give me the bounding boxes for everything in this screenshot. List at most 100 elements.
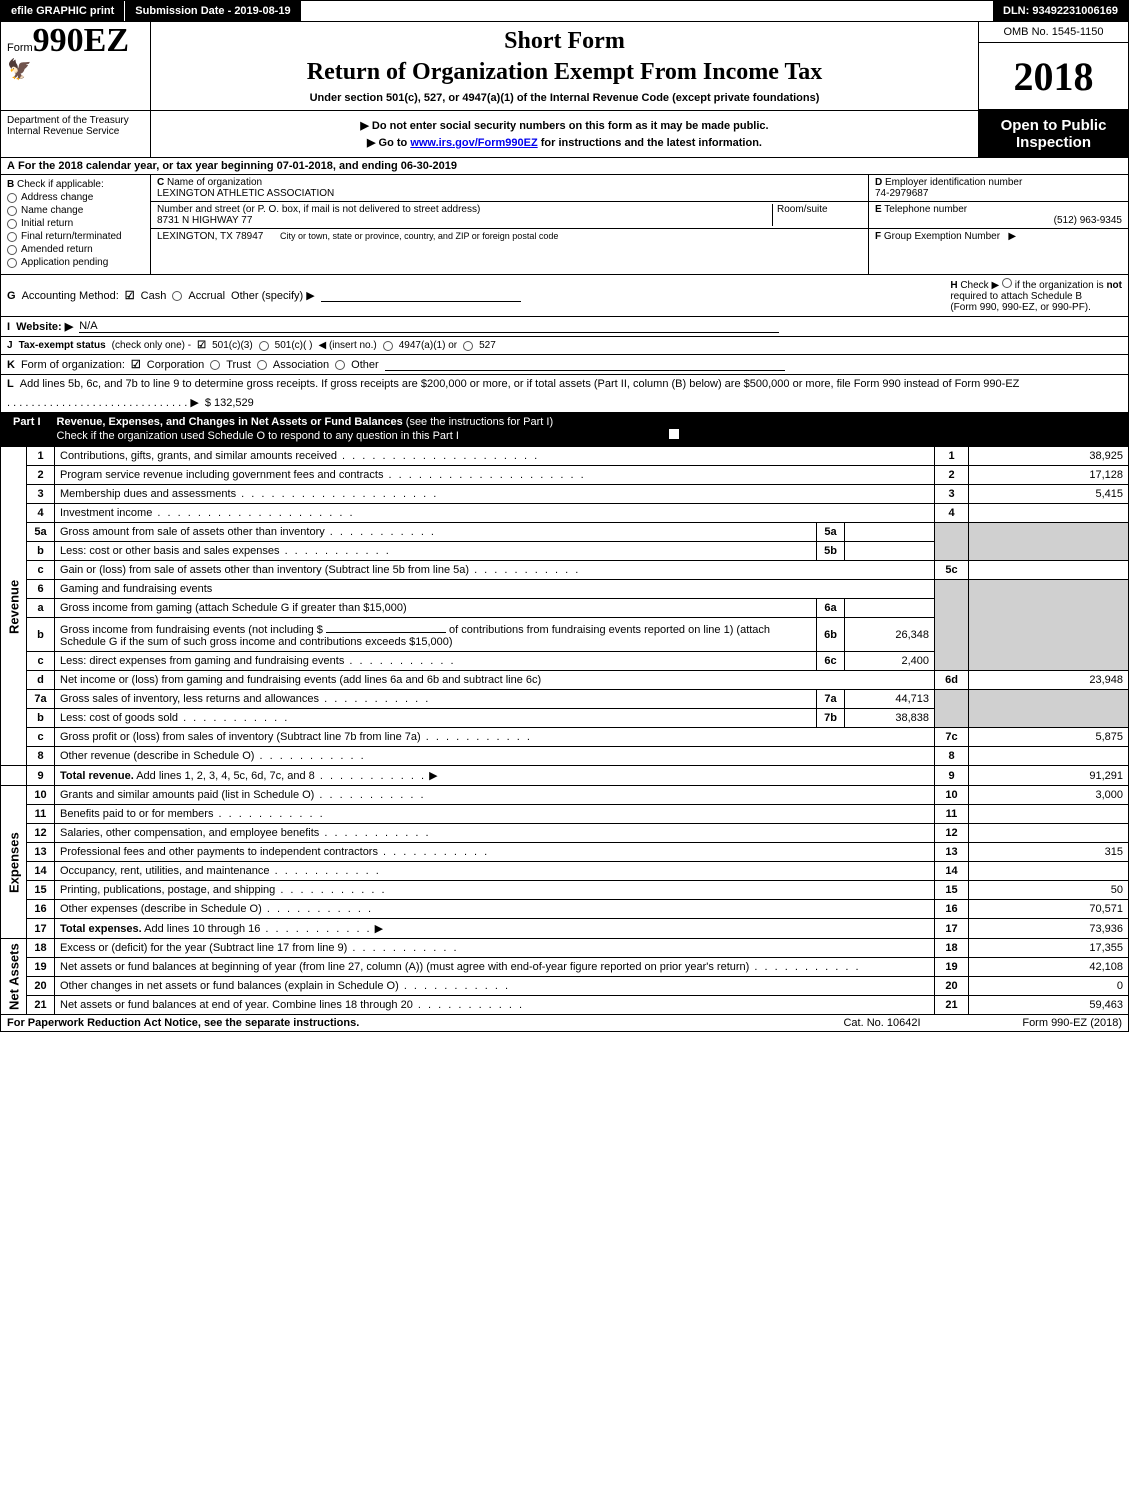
other-org-blank[interactable]: [385, 359, 785, 371]
line-5ab-shaded-amt: [969, 523, 1129, 561]
tax-year: 2018: [979, 43, 1128, 110]
line-14-text: Occupancy, rent, utilities, and maintena…: [60, 865, 381, 877]
form-header: Form990EZ 🦅 Short Form Return of Organiz…: [0, 22, 1129, 111]
527-radio[interactable]: [463, 341, 473, 351]
street-label: Number and street (or P. O. box, if mail…: [157, 204, 480, 215]
line-3-col: 3: [935, 485, 969, 504]
other-specify-blank[interactable]: [321, 290, 521, 302]
org-name: LEXINGTON ATHLETIC ASSOCIATION: [157, 188, 334, 199]
h-text4: (Form 990, 990-EZ, or 990-PF).: [950, 302, 1091, 313]
final-return-radio[interactable]: [7, 232, 17, 242]
line-12-amount: [969, 824, 1129, 843]
line-5c-no: c: [27, 561, 55, 580]
line-5ab-shaded: [935, 523, 969, 561]
section-a-mid: , and ending: [333, 160, 401, 172]
h-radio[interactable]: [1002, 278, 1012, 288]
assoc-radio[interactable]: [257, 360, 267, 370]
open-public-1: Open to Public: [985, 117, 1122, 134]
line-13-amount: 315: [969, 843, 1129, 862]
line-15-text: Printing, publications, postage, and shi…: [60, 884, 387, 896]
opt-corporation: Corporation: [147, 359, 204, 371]
line-7c-col: 7c: [935, 728, 969, 747]
section-d-label: D: [875, 177, 882, 188]
right-col: D Employer identification number 74-2979…: [868, 175, 1128, 274]
tax-exempt-label: Tax-exempt status: [19, 340, 106, 351]
entity-block: B Check if applicable: Address change Na…: [0, 175, 1129, 275]
under-section-text: Under section 501(c), 527, or 4947(a)(1)…: [310, 92, 820, 104]
goto-instructions: ▶ Go to www.irs.gov/Form990EZ for instru…: [155, 136, 974, 149]
line-19-text: Net assets or fund balances at beginning…: [60, 961, 861, 973]
open-to-public: Open to Public Inspection: [978, 111, 1128, 157]
line-1-no: 1: [27, 447, 55, 466]
line-21-col: 21: [935, 996, 969, 1015]
line-7c-amount: 5,875: [969, 728, 1129, 747]
amended-return-radio[interactable]: [7, 245, 17, 255]
line-6d-amount: 23,948: [969, 671, 1129, 690]
line-6-text: Gaming and fundraising events: [55, 580, 935, 599]
part-1-label: Part I: [9, 416, 45, 428]
website-label: Website: ▶: [16, 320, 73, 333]
line-1-text: Contributions, gifts, grants, and simila…: [60, 450, 539, 462]
accrual-radio[interactable]: [172, 291, 182, 301]
line-9-col: 9: [935, 766, 969, 786]
section-g-h: G Accounting Method: ☑Cash Accrual Other…: [0, 275, 1129, 317]
line-6b-no: b: [27, 618, 55, 652]
short-form-title: Short Form: [504, 28, 625, 55]
line-5a-inner-no: 5a: [817, 523, 845, 542]
line-15-no: 15: [27, 881, 55, 900]
initial-return-radio[interactable]: [7, 219, 17, 229]
4947-radio[interactable]: [383, 341, 393, 351]
line-6d-text: Net income or (loss) from gaming and fun…: [55, 671, 935, 690]
lines-table: Revenue 1 Contributions, gifts, grants, …: [0, 446, 1129, 1015]
line-18-amount: 17,355: [969, 939, 1129, 958]
org-citystate: LEXINGTON, TX 78947: [157, 231, 263, 242]
line-12-text: Salaries, other compensation, and employ…: [60, 827, 431, 839]
line-6b-inner-val: 26,348: [845, 618, 935, 652]
opt-amended-return: Amended return: [21, 244, 93, 255]
line-6c-no: c: [27, 652, 55, 671]
section-l-label: L: [7, 378, 14, 390]
irs-link[interactable]: www.irs.gov/Form990EZ: [410, 137, 537, 149]
line-17-text1: Total expenses.: [60, 923, 142, 935]
line-6b-blank[interactable]: [326, 621, 446, 633]
section-h-label: H: [950, 280, 957, 291]
line-17-no: 17: [27, 919, 55, 939]
name-change-radio[interactable]: [7, 206, 17, 216]
accounting-method-label: Accounting Method:: [22, 290, 119, 302]
line-9-no: 9: [27, 766, 55, 786]
line-12-no: 12: [27, 824, 55, 843]
form-prefix: Form: [7, 42, 33, 54]
line-1-amount: 38,925: [969, 447, 1129, 466]
ssn-warning: ▶ Do not enter social security numbers o…: [155, 119, 974, 132]
line-13-col: 13: [935, 843, 969, 862]
part-1-checkbox[interactable]: ✓: [668, 428, 680, 440]
line-11-amount: [969, 805, 1129, 824]
submission-date-button[interactable]: Submission Date - 2019-08-19: [125, 1, 301, 21]
line-15-col: 15: [935, 881, 969, 900]
line-17-col: 17: [935, 919, 969, 939]
h-not: not: [1106, 280, 1122, 291]
line-18-text: Excess or (deficit) for the year (Subtra…: [60, 942, 459, 954]
line-10-no: 10: [27, 786, 55, 805]
application-pending-radio[interactable]: [7, 258, 17, 268]
trust-radio[interactable]: [210, 360, 220, 370]
501c-radio[interactable]: [259, 341, 269, 351]
section-h: H Check ▶ if the organization is not req…: [950, 278, 1122, 313]
section-e-label: E: [875, 204, 882, 215]
efile-print-button[interactable]: efile GRAPHIC print: [1, 1, 125, 21]
address-change-radio[interactable]: [7, 193, 17, 203]
opt-name-change: Name change: [21, 205, 83, 216]
line-7a-no: 7a: [27, 690, 55, 709]
other-org-radio[interactable]: [335, 360, 345, 370]
phone-value: (512) 963-9345: [875, 215, 1122, 226]
line-20-amount: 0: [969, 977, 1129, 996]
part-1-desc: Revenue, Expenses, and Changes in Net As…: [57, 416, 1120, 442]
return-title: Return of Organization Exempt From Incom…: [307, 59, 823, 86]
dept-treasury: Department of the Treasury: [7, 115, 144, 126]
opt-4947: 4947(a)(1) or: [399, 340, 457, 351]
form-footer: Form 990-EZ (2018): [962, 1017, 1122, 1029]
line-4-col: 4: [935, 504, 969, 523]
line-8-amount: [969, 747, 1129, 766]
line-15-amount: 50: [969, 881, 1129, 900]
line-12-col: 12: [935, 824, 969, 843]
